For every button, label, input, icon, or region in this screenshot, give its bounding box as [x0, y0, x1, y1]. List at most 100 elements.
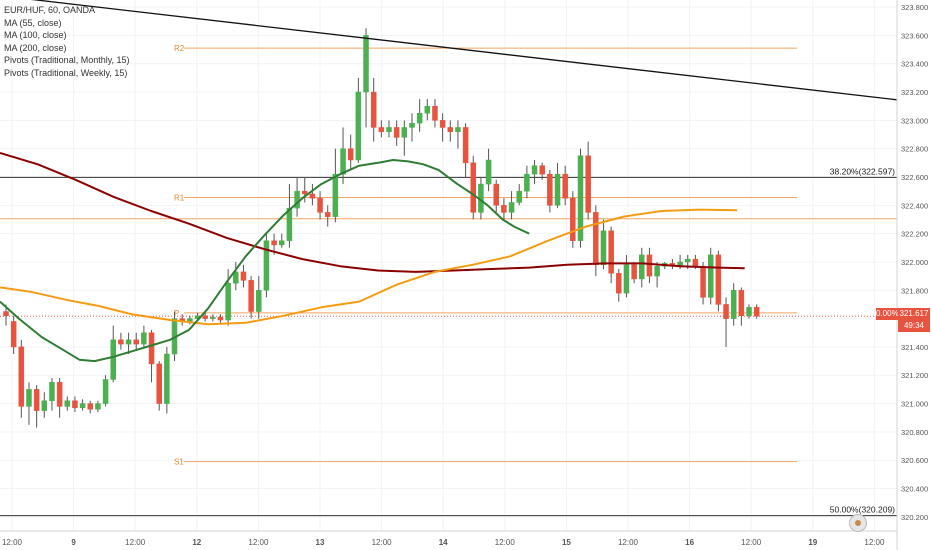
candle-body	[72, 400, 78, 409]
x-tick-label: 12:00	[495, 538, 516, 547]
last-price-tag: 321.617	[898, 308, 930, 320]
candle-body	[263, 240, 270, 291]
price-axis[interactable]: 323.800 323.600 323.400 323.200 323.000 322.8…	[896, 0, 928, 550]
legend-ma100[interactable]: MA (100, close)	[4, 30, 67, 40]
candle-body	[64, 400, 71, 407]
candle-body	[363, 35, 369, 93]
candle-body	[723, 304, 729, 319]
candle-body	[616, 273, 622, 294]
candle-body	[516, 190, 522, 203]
candle-body	[156, 363, 162, 404]
trendline	[30, 0, 898, 101]
pivot-level-label: R1	[174, 194, 185, 203]
candle-body	[455, 127, 461, 132]
x-tick-label: 12	[192, 538, 201, 547]
y-tick-label: 322.800	[901, 145, 928, 154]
pivot-level-label: R2	[174, 44, 185, 53]
candle-body	[271, 240, 277, 246]
y-tick-label: 321.400	[901, 343, 928, 352]
candle-body	[746, 307, 752, 317]
candle-body	[324, 212, 331, 217]
y-tick-label: 323.200	[901, 88, 928, 97]
candle-body	[110, 339, 116, 380]
candle-body	[531, 165, 538, 175]
candle-body	[585, 155, 591, 213]
candle-body	[401, 127, 408, 138]
candle-body	[409, 122, 415, 128]
candle-body	[102, 379, 109, 404]
x-tick-label: 9	[71, 538, 76, 547]
candle-body	[279, 240, 285, 246]
candle-body	[692, 258, 699, 267]
candle-body	[210, 316, 216, 319]
pivot-level-label: P	[174, 309, 179, 318]
candle-body	[286, 207, 293, 241]
time-axis[interactable]: 12:00 9 12:00 12 12:00 13 12:00 14 12:00 15 12:00 1…	[0, 530, 897, 547]
percent-change-tag: 0.00%	[876, 308, 899, 320]
fib-level-label: 50.00%(320.209)	[830, 505, 895, 515]
tradingview-logo-icon	[849, 514, 867, 532]
ma100-line	[0, 208, 738, 326]
candle-body	[547, 173, 553, 206]
x-tick-label: 12:00	[2, 538, 23, 547]
y-tick-label: 320.600	[901, 456, 928, 465]
legend-pivots-weekly[interactable]: Pivots (Traditional, Weekly, 15)	[4, 67, 128, 78]
x-tick-label: 12:00	[125, 538, 146, 547]
candle-body	[378, 127, 385, 132]
candle-body	[646, 254, 653, 277]
candle-body	[470, 162, 477, 213]
y-tick-label: 321.000	[901, 400, 928, 409]
candle-body	[715, 254, 722, 305]
x-tick-label: 12:00	[618, 538, 639, 547]
candle-body	[217, 316, 224, 321]
candle-body	[202, 315, 208, 319]
candle-body	[148, 332, 155, 365]
y-tick-label: 320.400	[901, 485, 928, 494]
candle-body	[56, 382, 63, 407]
candle-body	[562, 173, 568, 199]
legend-ma55[interactable]: MA (55, close)	[4, 17, 62, 28]
candle-body	[524, 173, 530, 192]
bar-countdown-tag: 49:34	[898, 320, 930, 332]
candle-body	[332, 173, 339, 217]
candle-body	[248, 280, 254, 312]
chart-legend: EUR/HUF, 60, OANDA MA (55, close) MA (10…	[4, 4, 130, 79]
candle-body	[370, 91, 377, 128]
candle-body	[730, 290, 737, 319]
candle-body	[317, 197, 323, 213]
candle-body	[447, 127, 454, 132]
candle-body	[49, 382, 55, 401]
candle-body	[233, 271, 239, 284]
y-tick-label: 322.400	[901, 201, 928, 210]
candle-body	[631, 264, 637, 280]
candle-body	[539, 165, 545, 175]
x-tick-label: 12:00	[741, 538, 762, 547]
legend-pivots-monthly[interactable]: Pivots (Traditional, Monthly, 15)	[4, 55, 130, 65]
candle-body	[3, 311, 9, 317]
x-tick-label: 13	[316, 538, 325, 547]
y-tick-label: 322.600	[901, 173, 928, 182]
candle-body	[416, 113, 423, 124]
legend-symbol[interactable]: EUR/HUF, 60, OANDA	[4, 5, 96, 15]
plot-area[interactable]: 38.20%(322.597) 50.00%(320.209) R2 R1 P S1	[0, 0, 898, 517]
ma55-line	[0, 159, 530, 363]
candle-body	[738, 290, 745, 317]
candle-body	[125, 339, 132, 345]
candle-body	[432, 105, 438, 121]
candle-body	[493, 183, 499, 206]
y-tick-label: 322.000	[901, 258, 928, 267]
x-tick-label: 14	[439, 538, 448, 547]
candle-body	[623, 264, 630, 294]
y-tick-label: 323.600	[901, 31, 928, 40]
candle-body	[87, 403, 94, 410]
y-tick-label: 323.000	[901, 116, 928, 125]
candle-body	[508, 202, 515, 213]
legend-ma200[interactable]: MA (200, close)	[4, 42, 67, 53]
candle-body	[554, 173, 561, 206]
candle-body	[187, 318, 193, 322]
candle-body	[309, 193, 316, 199]
ma200-line	[0, 151, 745, 273]
candle-body	[707, 254, 714, 298]
y-tick-label: 322.200	[901, 230, 928, 239]
